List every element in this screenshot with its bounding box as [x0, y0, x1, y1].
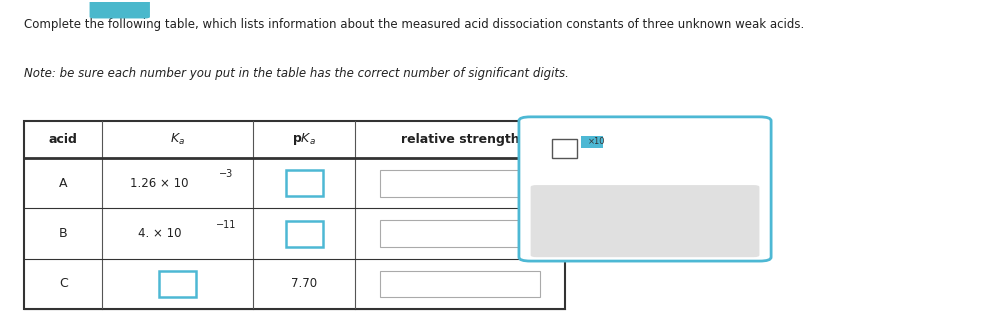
Text: relative strength: relative strength [401, 133, 519, 146]
FancyBboxPatch shape [552, 139, 577, 158]
FancyBboxPatch shape [90, 0, 150, 18]
FancyBboxPatch shape [159, 271, 196, 297]
Text: $K_a$: $K_a$ [170, 132, 185, 147]
FancyBboxPatch shape [380, 170, 540, 197]
FancyBboxPatch shape [581, 135, 602, 148]
Text: ?: ? [713, 214, 723, 232]
Text: ×10: ×10 [588, 137, 605, 146]
FancyBboxPatch shape [286, 170, 323, 196]
Text: 7.70: 7.70 [291, 278, 318, 290]
Text: B: B [59, 227, 68, 240]
Text: A: A [59, 177, 68, 190]
Text: Note: be sure each number you put in the table has the correct number of signifi: Note: be sure each number you put in the… [24, 67, 569, 80]
FancyBboxPatch shape [530, 185, 759, 257]
Text: (Choose one): (Choose one) [387, 279, 460, 289]
Text: 1.26 × 10: 1.26 × 10 [130, 177, 189, 190]
Text: p$K_a$: p$K_a$ [293, 131, 317, 147]
Text: acid: acid [49, 133, 78, 146]
Text: ↺: ↺ [637, 214, 652, 232]
FancyBboxPatch shape [380, 220, 540, 247]
FancyBboxPatch shape [380, 271, 540, 297]
Text: −3: −3 [219, 169, 233, 179]
FancyBboxPatch shape [518, 117, 771, 261]
Text: Complete the following table, which lists information about the measured acid di: Complete the following table, which list… [24, 18, 804, 31]
Text: 4. × 10: 4. × 10 [138, 227, 182, 240]
FancyBboxPatch shape [24, 121, 564, 309]
Text: (Choose one): (Choose one) [387, 229, 460, 239]
Text: ×: × [564, 214, 579, 232]
Text: C: C [59, 278, 68, 290]
Text: ∨: ∨ [114, 2, 126, 17]
Text: −11: −11 [216, 219, 236, 230]
Text: ▾: ▾ [527, 279, 533, 289]
FancyBboxPatch shape [286, 221, 323, 247]
Text: ▾: ▾ [527, 229, 533, 239]
Text: ▾: ▾ [527, 178, 533, 188]
Text: (Choose one): (Choose one) [387, 178, 460, 188]
